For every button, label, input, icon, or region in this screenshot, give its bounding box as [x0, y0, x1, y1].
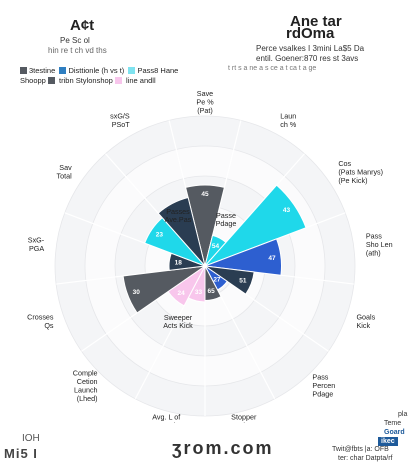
- radar-category-label: Save Pe % (Pat): [196, 89, 214, 115]
- radar-inner-label: Passes Ave.Pas: [165, 207, 192, 224]
- legend-label: tribn Stylonshop: [59, 76, 113, 85]
- radar-wedge: [157, 196, 206, 267]
- credit-line-1: Twit@fbts |a: OFB: [332, 446, 389, 453]
- brand-label-1: Goard: [384, 429, 405, 436]
- radar-wedge: [204, 184, 307, 267]
- radar-category-label: Pass Percen Pdage: [312, 372, 335, 398]
- legend-label: Pass8 Hane: [137, 66, 179, 75]
- legend-label: Disttionle (h vs t): [68, 66, 125, 75]
- radar-category-label: Comple Cetion Launch (Lhed): [73, 368, 98, 403]
- brand-label-3: pla: [398, 411, 408, 418]
- radar-wedge: [204, 265, 255, 295]
- legend-row-2: Shoopp tribn Stylonshop line andll: [20, 76, 156, 85]
- legend-label: 3testine: [29, 66, 56, 75]
- right-title-line1: Ane tar: [290, 13, 342, 30]
- legend-swatch: [20, 67, 27, 74]
- legend-item: Disttionle (h vs t): [59, 66, 124, 75]
- chart-header: A¢t Pe Sc ol hin re t ch vd ths Ane tar …: [0, 0, 410, 92]
- right-subtitle-1: Perce vsalkes I 3mini La$5 Da: [256, 44, 365, 53]
- radar-category-label: Pass Sho Len (ath): [366, 231, 393, 257]
- radar-inner-label: Passe Pdage: [216, 211, 237, 228]
- left-logo-text-2: IOH: [22, 433, 40, 444]
- radar-value-label: 33: [195, 289, 203, 296]
- brand-wordmark: ʒrom.com: [172, 438, 274, 458]
- right-title-line2: rdOma: [286, 25, 335, 42]
- right-subtitle-3: t rt s a ne a s ce a t ca t a ge: [228, 65, 317, 72]
- left-logo-text: Mi5 I: [4, 446, 38, 461]
- radar-inner-label: Sweeper Acts Kick: [163, 313, 193, 330]
- left-player-name: A¢t: [70, 17, 95, 34]
- radar-category-label: Crosses Qs: [27, 312, 54, 330]
- radar-value-label: 45: [201, 191, 209, 198]
- footer-logo-badge: ikec: [378, 437, 398, 446]
- right-subtitle-2: entil. Goener:870 res st 3avs: [256, 54, 359, 63]
- legend-label: line andll: [126, 76, 156, 85]
- radar-value-label: 65: [207, 288, 215, 295]
- legend-swatch: [59, 67, 67, 74]
- left-player-subtitle: Pe Sc ol: [60, 36, 90, 45]
- legend-item: tribn Stylonshop: [59, 76, 124, 85]
- radar-category-label: Avg. L ofAength: [152, 412, 180, 423]
- credit-line-2: ter: char Datpta/rf: [338, 455, 393, 462]
- radar-value-label: 51: [239, 277, 247, 284]
- legend-row-1: 3testine Disttionle (h vs t) Pass8 Hane: [20, 66, 178, 75]
- radar-value-label: 23: [156, 231, 164, 238]
- legend-swatch: [47, 77, 55, 84]
- radar-wedge: [185, 184, 225, 267]
- radar-value-labels: 45 54 43 47 51 27 65 33 24 30 18 23: [133, 191, 291, 297]
- radar-wedges: [122, 184, 307, 314]
- brand-label-2: Teme: [384, 420, 402, 427]
- radar-category-label: StopperStd %: [231, 412, 257, 423]
- radar-category-label: Goals Kick: [356, 312, 375, 330]
- radar-value-label: 18: [175, 260, 183, 267]
- radar-value-label: 30: [133, 289, 141, 296]
- legend-item: Pass8 Hane: [128, 66, 178, 75]
- legend-swatch: [128, 67, 136, 74]
- radar-value-label: 54: [212, 243, 220, 250]
- left-player-subtitle-2: hin re t ch vd ths: [48, 46, 107, 55]
- radar-chart: 45 54 43 47 51 27 65 33 24 30 18 23 Save Pe % (Pat) La…: [27, 89, 392, 423]
- radar-category-label: sxG/S PSoT: [110, 112, 130, 130]
- radar-value-label: 24: [178, 290, 186, 297]
- radar-category-label: Cos (Pats Manrys) (Pe Kick): [338, 159, 383, 185]
- radar-value-label: 47: [268, 255, 276, 262]
- radar-category-label: Laun ch %: [280, 112, 297, 130]
- legend-swatch: [114, 77, 122, 84]
- radar-value-label: 27: [213, 276, 221, 283]
- legend-item: Shoopp: [20, 76, 57, 85]
- radar-wedge: [204, 238, 282, 276]
- radar-wedge: [122, 265, 206, 314]
- radar-value-label: 43: [283, 207, 291, 214]
- legend-item: 3testine: [20, 66, 55, 75]
- radar-category-label: Sav Total: [56, 163, 72, 181]
- radar-category-labels: Save Pe % (Pat) Laun ch % Cos (Pats Manrys) (Pe…: [27, 89, 392, 423]
- legend-item: line andll: [126, 76, 156, 85]
- radar-category-label: SxG-PGA: [28, 235, 45, 253]
- radar-inner-labels: Passes Ave.Pas Passe Pdage Sweeper Acts Kick: [163, 207, 236, 330]
- legend-label: Shoopp: [20, 76, 46, 85]
